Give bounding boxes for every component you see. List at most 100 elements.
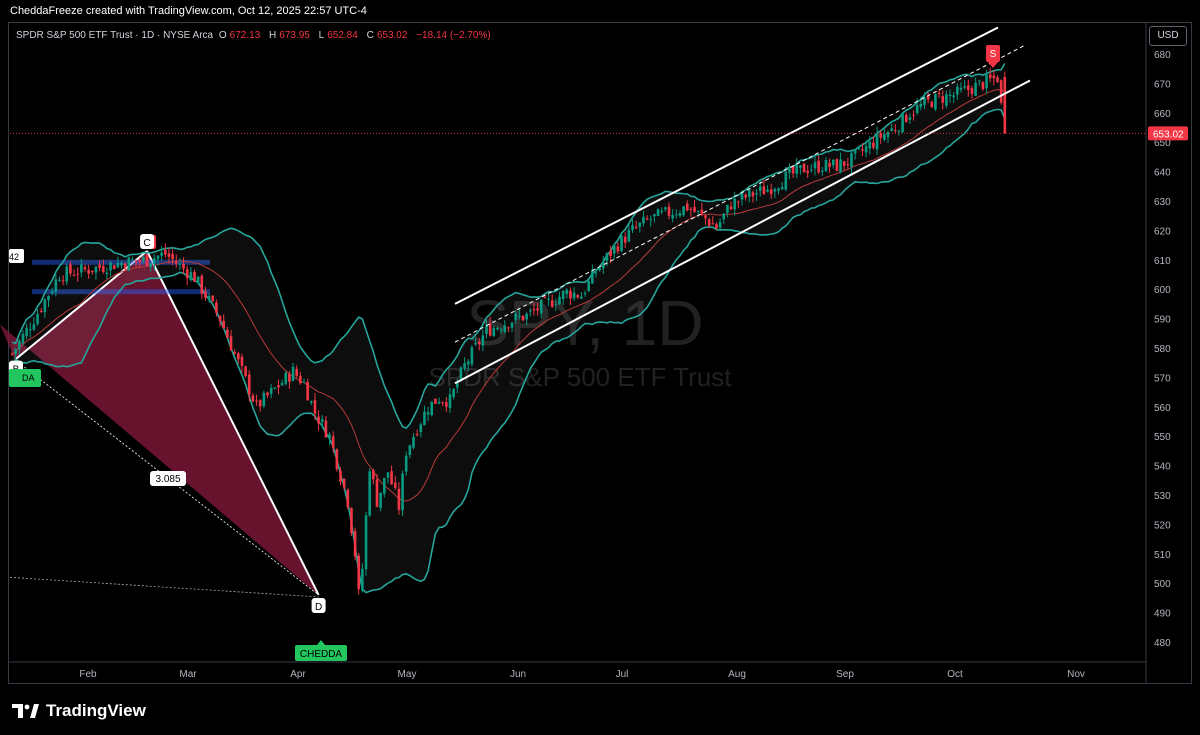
candle-body <box>408 445 412 455</box>
candle-body <box>488 323 492 336</box>
candle-body <box>634 227 638 229</box>
candle-body <box>324 420 328 438</box>
candle-body <box>134 260 138 262</box>
candle-body <box>675 214 678 216</box>
partial-signal: DA <box>22 373 35 383</box>
candle-body <box>280 382 284 386</box>
candle-body <box>189 272 193 281</box>
candle-body <box>952 95 955 98</box>
candle-body <box>310 401 313 403</box>
candle-body <box>222 320 225 329</box>
price-axis: 480 490 500 510 520 530 540 550 560 570 580 590 600 6… <box>1145 22 1188 684</box>
price-tick: 670 <box>1154 79 1171 90</box>
candle-body <box>463 363 466 369</box>
price-tick: 610 <box>1154 256 1171 267</box>
candle-body <box>769 189 773 195</box>
last-price-tag-bg <box>1148 126 1188 141</box>
candle-body <box>255 400 258 402</box>
price-tick: 600 <box>1154 285 1171 296</box>
candle-body <box>521 315 525 321</box>
candle-body <box>894 130 897 132</box>
candle-body <box>696 210 700 212</box>
candle-body <box>846 163 850 165</box>
candle-body <box>762 186 766 195</box>
candle-body <box>967 85 970 90</box>
tradingview-logo[interactable]: TradingView <box>12 701 146 721</box>
candle-body <box>503 325 507 332</box>
candle-body <box>777 188 780 191</box>
candle-body <box>127 257 131 271</box>
candle-body <box>664 207 667 210</box>
candle-body <box>72 274 76 276</box>
candle-body <box>364 515 368 570</box>
high-value: 673.95 <box>279 30 310 41</box>
candle-body <box>780 187 784 190</box>
candle-body <box>609 250 612 257</box>
candle-body <box>80 264 83 273</box>
price-tick: 660 <box>1154 109 1171 120</box>
ratio-label: 3.085 <box>155 474 180 485</box>
candle-body <box>864 146 868 153</box>
candle-body <box>153 258 156 264</box>
sell-signal-bg <box>986 45 1000 62</box>
price-tick: 680 <box>1154 50 1171 61</box>
candle-body <box>215 302 218 313</box>
candle-body <box>645 218 649 220</box>
candle-body <box>346 489 350 508</box>
candle-body <box>207 296 211 300</box>
candle-body <box>605 253 609 261</box>
candle-body <box>886 132 890 137</box>
candle-body <box>105 272 109 274</box>
high-label: H <box>269 30 277 41</box>
candle-body <box>850 153 853 167</box>
candle-body <box>569 290 572 299</box>
candle-body <box>434 398 437 404</box>
candle-body <box>375 479 379 507</box>
candle-body <box>766 189 769 192</box>
candle-body <box>547 298 550 300</box>
candle-body <box>401 473 404 511</box>
candle-body <box>397 488 401 510</box>
low-value: 652.84 <box>327 30 358 41</box>
candle-body <box>685 203 689 211</box>
candle-body <box>372 470 375 480</box>
candle-body <box>233 351 236 354</box>
candle-body <box>594 272 598 274</box>
price-tick: 490 <box>1154 609 1171 620</box>
currency-button[interactable]: USD <box>1149 26 1187 46</box>
candle-body <box>25 327 28 336</box>
candle-body <box>879 133 882 138</box>
candle-body <box>54 279 58 292</box>
candle-body <box>842 161 846 166</box>
candle-body <box>302 382 306 384</box>
candle-body <box>583 293 587 295</box>
candle-body <box>353 531 357 557</box>
level-label: 42 <box>9 252 19 262</box>
candle-body <box>306 382 309 401</box>
candle-body <box>160 252 163 256</box>
candle-body <box>448 394 452 409</box>
candle-body <box>656 209 660 216</box>
candle-body <box>237 353 240 360</box>
candle-body <box>722 213 726 220</box>
chart-frame[interactable] <box>8 22 1192 684</box>
price-tick: 630 <box>1154 197 1171 208</box>
open-value: 672.13 <box>229 30 261 41</box>
candle-body <box>266 392 269 396</box>
candle-body <box>682 206 685 216</box>
candle-body <box>28 329 32 331</box>
candle-body <box>412 436 415 448</box>
sell-signal-pointer <box>988 62 998 68</box>
candle-body <box>872 142 875 148</box>
candle-body <box>554 304 558 306</box>
candle-body <box>565 289 569 294</box>
time-tick: Mar <box>179 669 197 680</box>
candle-body <box>167 253 171 257</box>
candle-body <box>904 115 908 123</box>
candle-body <box>320 419 324 422</box>
candle-body <box>240 356 244 366</box>
sell-signal: S <box>990 49 997 60</box>
candle-body <box>1003 77 1007 134</box>
